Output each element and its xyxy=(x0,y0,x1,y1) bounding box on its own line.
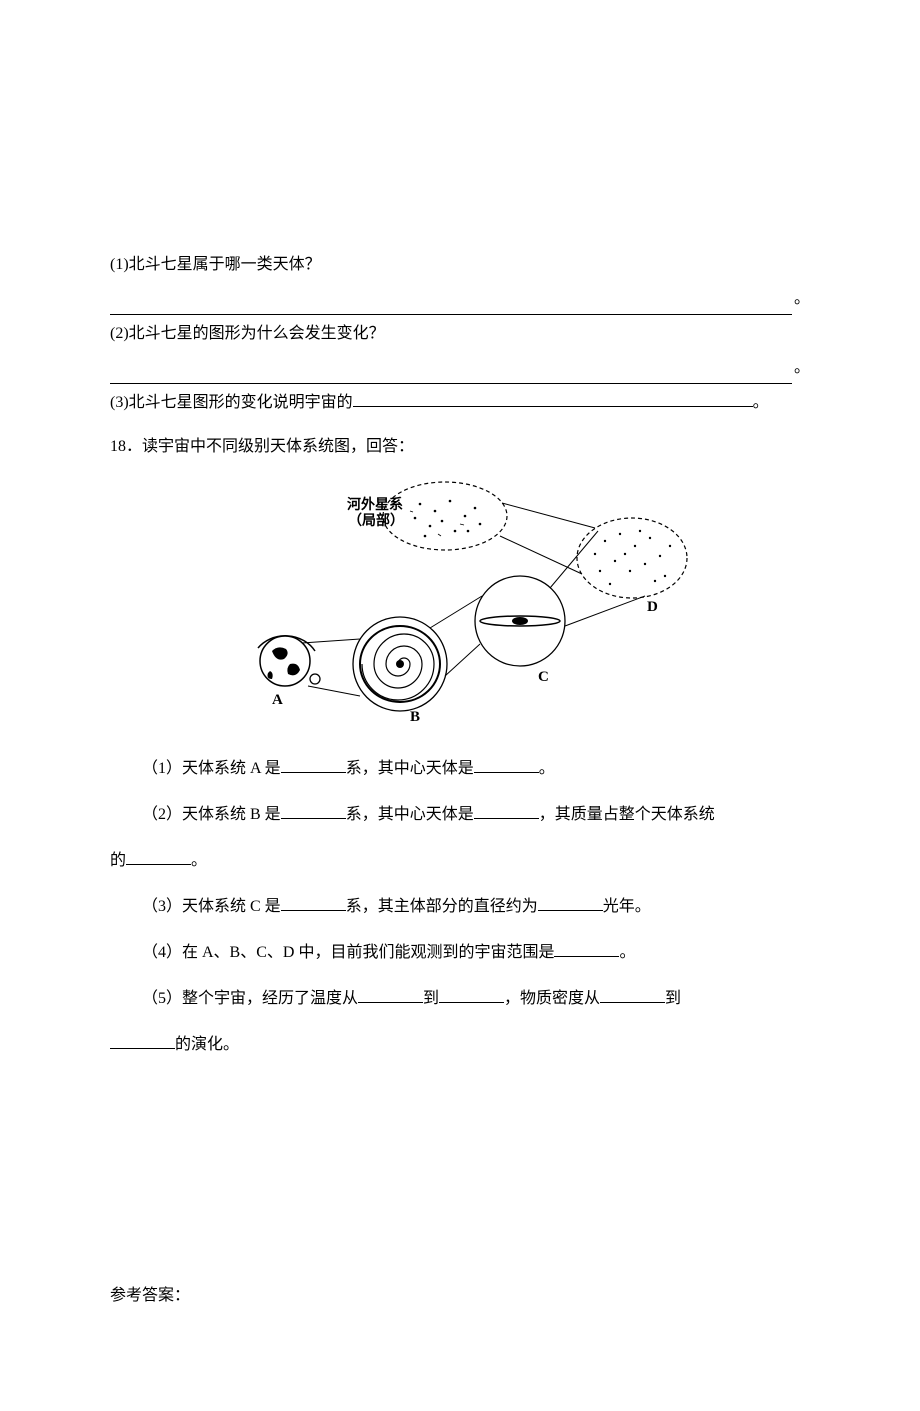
system-d-ellipse xyxy=(577,518,687,598)
q17-part1-blank: 。 xyxy=(110,284,810,314)
q18-p2-mid1: 系，其中心天体是 xyxy=(346,806,474,823)
extra-galaxy-dots xyxy=(410,500,481,538)
q18-p1-mid: 系，其中心天体是 xyxy=(346,760,474,777)
q17-part2-blank: 。 xyxy=(110,353,810,383)
tangent-line xyxy=(550,531,598,588)
q18-p1-prefix: （1）天体系统 A 是 xyxy=(142,760,281,777)
tangent-line xyxy=(502,503,595,528)
q18-part3: （3）天体系统 C 是 系，其主体部分的直径约为 光年。 xyxy=(110,891,810,923)
q18-p5-line2-end: 的演化。 xyxy=(175,1036,239,1053)
q18-p4-prefix: （4）在 A、B、C、D 中，目前我们能观测到的宇宙范围是 xyxy=(142,944,554,961)
blank-underline xyxy=(358,987,423,1003)
q18-part2-continue: 的。 xyxy=(110,845,810,877)
q18-title: 18．读宇宙中不同级别天体系统图，回答： xyxy=(110,432,810,462)
tangent-line xyxy=(500,536,582,574)
q18-p4-end: 。 xyxy=(619,944,635,961)
system-d-dots xyxy=(594,530,671,585)
blank-underline xyxy=(474,757,539,773)
q18-part4: （4）在 A、B、C、D 中，目前我们能观测到的宇宙范围是 。 xyxy=(110,937,810,969)
tangent-line xyxy=(565,596,645,626)
blank-underline xyxy=(281,895,346,911)
celestial-systems-diagram: 河外星系 （局部） D C B xyxy=(220,476,700,721)
label-d: D xyxy=(647,599,658,615)
blank-underline xyxy=(353,391,753,407)
q17-part3: (3)北斗七星图形的变化说明宇宙的 。 xyxy=(110,388,810,418)
blank-underline xyxy=(281,757,346,773)
blank-underline xyxy=(554,941,619,957)
q18-p5-prefix: （5）整个宇宙，经历了温度从 xyxy=(142,990,358,1007)
q18-part5: （5）整个宇宙，经历了温度从 到 ，物质密度从 到 xyxy=(110,983,810,1015)
blank-underline xyxy=(281,803,346,819)
tangent-line xyxy=(445,644,480,676)
q18-p2-mid2: ，其质量占整个天体系统 xyxy=(539,806,715,823)
q18-p5-mid2: ，物质密度从 xyxy=(504,990,600,1007)
q18-p1-end: 。 xyxy=(539,760,555,777)
q18-part2: （2）天体系统 B 是 系，其中心天体是 ，其质量占整个天体系统 xyxy=(110,799,810,831)
extra-galaxy-label-sub: （局部） xyxy=(348,512,404,529)
q18-p2-line2-prefix: 的 xyxy=(110,852,126,869)
label-c: C xyxy=(538,669,549,685)
tangent-line xyxy=(308,686,360,696)
period: 。 xyxy=(794,284,810,314)
q18-p2-prefix: （2）天体系统 B 是 xyxy=(142,806,281,823)
tangent-line xyxy=(302,639,360,643)
q18-p3-mid: 系，其主体部分的直径约为 xyxy=(346,898,538,915)
q18-diagram: 河外星系 （局部） D C B xyxy=(110,476,810,732)
galaxy-bulge xyxy=(512,617,528,625)
blank-underline xyxy=(110,364,792,383)
period: 。 xyxy=(794,353,810,383)
blank-underline xyxy=(600,987,665,1003)
blank-underline xyxy=(126,849,191,865)
q17-part1: (1)北斗七星属于哪一类天体？ xyxy=(110,250,810,280)
q18-part5-continue: 的演化。 xyxy=(110,1029,810,1061)
blank-underline xyxy=(474,803,539,819)
spiral-core xyxy=(396,660,404,668)
system-a-earth xyxy=(258,636,320,686)
q18-p5-mid1: 到 xyxy=(423,990,439,1007)
blank-underline xyxy=(439,987,504,1003)
blank-underline xyxy=(538,895,603,911)
q18-p3-end: 光年。 xyxy=(603,898,651,915)
period: 。 xyxy=(753,394,769,411)
label-b: B xyxy=(410,709,420,721)
q18-p5-mid3: 到 xyxy=(665,990,681,1007)
q17-part3-prefix: (3)北斗七星图形的变化说明宇宙的 xyxy=(110,394,353,411)
label-a: A xyxy=(272,692,283,708)
q18-part1: （1）天体系统 A 是 系，其中心天体是 。 xyxy=(110,753,810,785)
q18-p3-prefix: （3）天体系统 C 是 xyxy=(142,898,281,915)
blank-underline xyxy=(110,1033,175,1049)
tangent-line xyxy=(430,596,482,628)
q18-p2-end: 。 xyxy=(191,852,207,869)
answer-key-heading: 参考答案： xyxy=(110,1281,810,1311)
blank-underline xyxy=(110,296,792,315)
q17-part2: (2)北斗七星的图形为什么会发生变化？ xyxy=(110,319,810,349)
extra-galaxy-label: 河外星系 xyxy=(347,496,403,513)
